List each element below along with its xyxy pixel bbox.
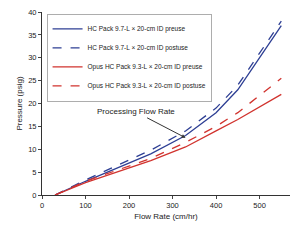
- svg-text:Opus HC Pack 9.3-L × 20-cm ID: Opus HC Pack 9.3-L × 20-cm ID preuse: [88, 63, 203, 71]
- svg-text:Flow Rate (cm/hr): Flow Rate (cm/hr): [134, 212, 198, 221]
- svg-text:400: 400: [210, 201, 223, 210]
- svg-text:25: 25: [28, 76, 36, 85]
- svg-text:HC Pack 9.7-L × 20-cm ID preus: HC Pack 9.7-L × 20-cm ID preuse: [88, 25, 186, 33]
- svg-text:Pressure (psig): Pressure (psig): [15, 76, 24, 131]
- svg-text:30: 30: [28, 53, 36, 62]
- svg-text:HC Pack 9.7-L × 20-cm ID postu: HC Pack 9.7-L × 20-cm ID postuse: [88, 44, 189, 52]
- svg-text:0: 0: [32, 191, 36, 200]
- svg-text:0: 0: [40, 201, 44, 210]
- svg-text:35: 35: [28, 31, 36, 40]
- svg-text:5: 5: [32, 168, 36, 177]
- svg-text:20: 20: [28, 99, 36, 108]
- svg-text:40: 40: [28, 8, 36, 17]
- svg-text:100: 100: [79, 201, 92, 210]
- svg-text:300: 300: [166, 201, 179, 210]
- svg-text:15: 15: [28, 122, 36, 131]
- svg-text:Opus HC Pack 9.3-L × 20-cm ID: Opus HC Pack 9.3-L × 20-cm ID postuse: [88, 82, 206, 90]
- svg-text:Processing Flow Rate: Processing Flow Rate: [97, 107, 175, 116]
- svg-text:10: 10: [28, 145, 36, 154]
- svg-text:200: 200: [123, 201, 136, 210]
- svg-text:500: 500: [253, 201, 266, 210]
